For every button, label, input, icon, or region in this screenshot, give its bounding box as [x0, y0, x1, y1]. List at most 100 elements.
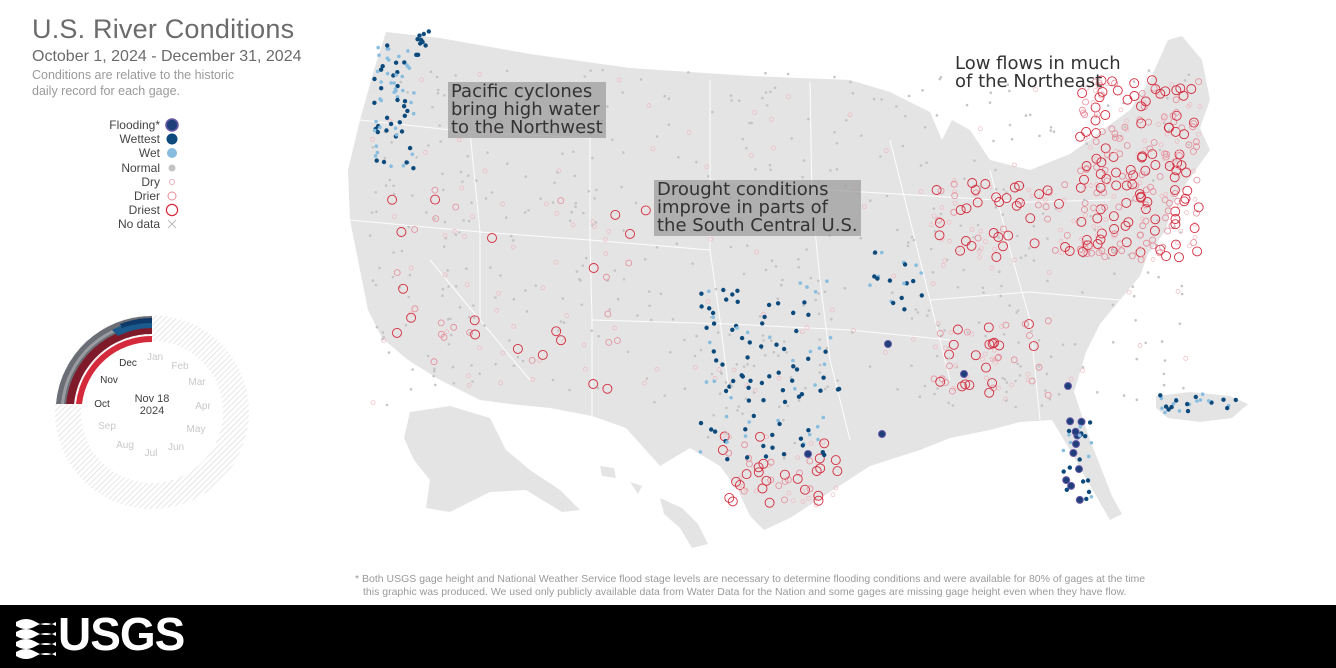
gage-marker-drier: [942, 378, 949, 386]
gage-marker-normal: [370, 211, 374, 214]
gage-marker-normal: [579, 279, 582, 282]
gage-marker-normal: [436, 91, 440, 95]
gage-marker-wet: [743, 434, 748, 438]
gage-marker-dry: [978, 228, 984, 234]
gage-marker-drier: [1081, 240, 1089, 248]
wettest-symbol-icon: [166, 133, 178, 145]
gage-marker-flooding: [1069, 449, 1078, 457]
gage-marker-normal: [910, 235, 914, 239]
gage-marker-normal: [745, 146, 748, 150]
gage-marker-driest: [960, 379, 971, 390]
gage-marker-flooding: [1075, 465, 1083, 474]
gage-marker-driest: [1122, 94, 1133, 105]
gage-marker-normal: [454, 285, 458, 288]
gage-marker-wet: [711, 315, 715, 320]
gage-marker-normal: [385, 403, 389, 407]
land-shapes: [348, 32, 1248, 548]
gage-marker-normal: [687, 71, 690, 74]
gage-marker-normal: [769, 339, 773, 342]
gage-marker-wettest: [872, 274, 877, 279]
gage-marker-wettest: [1174, 398, 1179, 403]
gage-marker-drier: [602, 273, 610, 281]
gage-marker-wettest: [735, 288, 740, 293]
gage-marker-wet: [747, 420, 751, 424]
gage-marker-normal: [512, 364, 516, 368]
gage-marker-driest: [1091, 128, 1101, 139]
gage-marker-driest: [430, 194, 441, 205]
gage-marker-normal: [758, 315, 762, 318]
gage-marker-normal: [527, 209, 530, 212]
gage-marker-dry: [553, 259, 559, 265]
gage-marker-normal: [994, 206, 998, 209]
gage-marker-dry: [1033, 87, 1038, 92]
gage-marker-drier: [994, 354, 1002, 362]
gage-marker-driest: [1136, 118, 1147, 129]
gage-marker-dry: [786, 490, 792, 496]
gage-marker-drier: [741, 441, 749, 449]
gage-marker-normal: [1146, 271, 1150, 274]
gage-marker-normal: [818, 338, 821, 341]
gage-marker-flooding: [1071, 427, 1080, 436]
gage-marker-driest: [1111, 167, 1121, 178]
gage-marker-normal: [643, 257, 647, 261]
gage-marker-wet: [401, 88, 405, 93]
gage-marker-wet: [828, 335, 833, 340]
gage-marker-normal: [932, 207, 936, 210]
gage-marker-wettest: [872, 250, 878, 255]
gage-marker-dry: [1082, 184, 1088, 190]
gage-marker-normal: [817, 312, 821, 316]
gage-marker-wettest: [395, 83, 400, 89]
gage-marker-driest: [741, 469, 752, 480]
gage-marker-driest: [1135, 192, 1146, 203]
gage-marker-wettest: [836, 386, 842, 392]
gage-marker-driest: [1054, 198, 1064, 209]
gage-marker-drier: [393, 269, 401, 277]
gage-marker-drier: [1143, 239, 1150, 247]
gage-marker-wettest: [426, 29, 431, 34]
gage-marker-normal: [835, 167, 839, 171]
gage-marker-normal: [1163, 121, 1166, 125]
callout-line: Low flows in much: [955, 53, 1121, 74]
gage-marker-normal: [916, 311, 920, 314]
gage-marker-normal: [850, 331, 854, 334]
gage-marker-driest: [991, 252, 1002, 262]
flooding-symbol-icon: [165, 118, 179, 132]
gage-marker-normal: [667, 97, 671, 100]
gage-marker-driest: [1129, 91, 1140, 101]
gage-marker-drier: [437, 319, 445, 327]
gage-marker-wettest: [423, 43, 428, 48]
gage-marker-wettest: [806, 356, 811, 361]
gage-marker-wet: [914, 263, 918, 267]
gage-marker-normal: [378, 266, 381, 270]
gage-marker-normal: [994, 188, 998, 191]
gage-marker-normal: [1151, 179, 1155, 182]
gage-marker-drier: [781, 496, 788, 504]
gage-marker-wettest: [411, 166, 416, 171]
gage-marker-wet: [745, 330, 750, 335]
gage-marker-dry: [1171, 158, 1177, 164]
gage-marker-dry: [829, 307, 835, 313]
gage-marker-wettest: [725, 457, 730, 462]
gage-marker-wet: [372, 128, 377, 133]
gage-marker-drier: [1116, 240, 1124, 248]
gage-marker-normal: [984, 334, 987, 338]
gage-marker-dry: [883, 350, 888, 355]
gage-marker-drier: [1129, 252, 1136, 260]
gage-marker-normal: [659, 292, 663, 296]
gage-marker-drier: [784, 476, 792, 484]
gage-marker-normal: [582, 211, 585, 215]
gage-marker-normal: [966, 331, 969, 334]
gage-marker-normal: [441, 287, 445, 291]
gage-marker-normal: [998, 270, 1001, 273]
gage-marker-driest: [1024, 319, 1034, 330]
gage-marker-driest: [1001, 193, 1012, 204]
gage-marker-normal: [896, 388, 899, 391]
gage-marker-normal: [923, 384, 927, 388]
gage-marker-normal: [764, 91, 768, 94]
gage-marker-normal: [388, 178, 392, 182]
gage-marker-drier: [431, 186, 439, 194]
gage-marker-normal: [613, 269, 617, 272]
gage-marker-normal: [735, 363, 739, 366]
gage-marker-normal: [591, 224, 594, 227]
ring-date-line-2: 2024: [140, 405, 164, 417]
